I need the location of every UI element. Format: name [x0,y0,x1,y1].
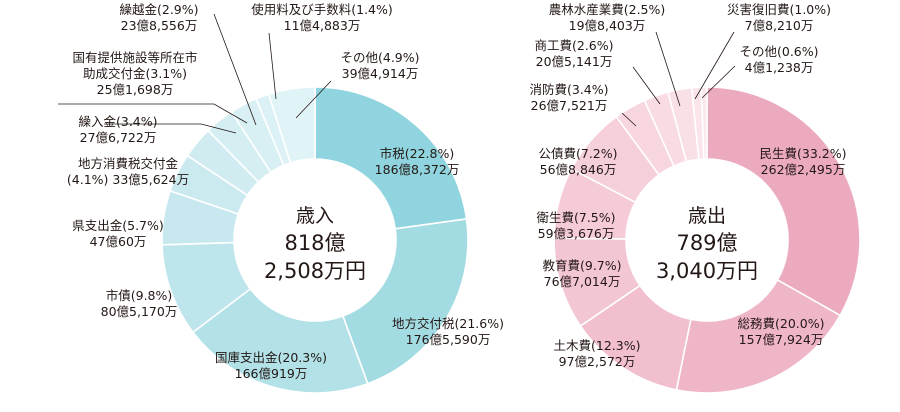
leader-line [701,65,736,99]
slice-2 [341,218,469,385]
slice-label: 市債(9.8%) 80億5,170万 [101,288,178,319]
slice-label: 繰越金(2.9%) 23億8,556万 [119,2,198,33]
leader-line [295,80,332,119]
slice-11 [700,86,708,160]
slice-label: 地方交付税(21.6%) 176億5,590万 [392,316,504,347]
leader-line [621,112,637,127]
slice-label: 消防費(3.4%) 26億7,521万 [529,82,608,113]
slice-label: 地方消費税交付金(4.1%) 33億5,624万 [67,156,189,187]
slice-label: 総務費(20.0%) 157億7,924万 [738,316,825,347]
slice-label: 衛生費(7.5%) 59億3,676万 [536,210,615,241]
center-label-line: 789億 [676,231,737,255]
slice-label: 土木費(12.3%) 97億2,572万 [554,338,641,369]
center-label-line: 818億 [284,231,345,255]
slice-label: 農林水産業費(2.5%) 19億8,403万 [549,2,666,33]
leader-line [694,31,735,100]
leader-line [268,32,277,100]
slice-label: 国有提供施設等所在市助成交付金(3.1%) 25億1,698万 [72,50,197,97]
slice-label: その他(4.9%) 39億4,914万 [340,50,419,81]
slice-label: 繰入金(3.4%) 27億6,722万 [78,114,157,145]
slice-2 [675,278,842,394]
slice-label: 民生費(33.2%) 262億2,495万 [760,146,847,177]
slice-11 [267,86,316,164]
slice-1 [314,86,468,230]
slice-3 [191,287,369,394]
slice-label: 教育費(9.7%) 76億7,014万 [542,258,621,289]
slice-label: 市税(22.8%) 186億8,372万 [375,146,460,177]
slice-1 [706,86,861,317]
slice-label: 災害復旧費(1.0%) 7億8,210万 [727,2,831,33]
slice-label: その他(0.6%) 4億1,238万 [739,44,818,75]
leader-line [655,31,681,107]
leader-line [104,123,237,134]
slice-label: 使用料及び手数料(1.4%) 11億4,883万 [251,2,393,33]
leader-line [632,66,661,105]
slice-label: 公債費(7.2%) 56億8,846万 [538,146,617,177]
slice-label: 国庫支出金(20.3%) 166億919万 [215,350,327,381]
center-label-line: 2,508万円 [264,259,366,283]
leader-line [213,13,257,126]
center-label-line: 3,040万円 [656,259,758,283]
center-label-line: 歳出 [688,205,726,227]
slice-label: 県支出金(5.7%) 47億60万 [72,218,164,249]
center-label-line: 歳入 [296,205,334,227]
leader-line [58,103,248,124]
slice-label: 商工費(2.6%) 20億5,141万 [534,38,613,69]
